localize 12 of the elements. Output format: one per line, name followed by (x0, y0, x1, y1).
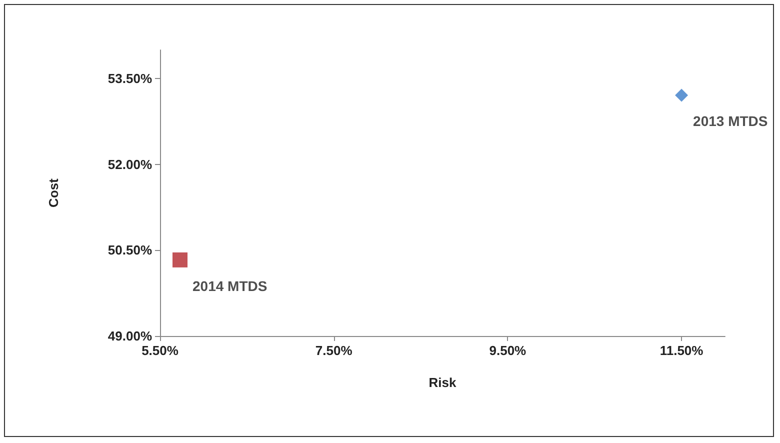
x-tick-label: 9.50% (489, 343, 527, 358)
x-tick-label: 5.50% (142, 343, 179, 358)
series-label: 2013 MTDS (693, 113, 768, 130)
series-label: 2014 MTDS (192, 278, 268, 294)
y-tick-label: 50.50% (108, 242, 152, 258)
x-axis-title: Risk (428, 375, 457, 390)
y-tick-label: 53.50% (108, 71, 152, 86)
x-tick-label: 7.50% (315, 343, 353, 358)
y-tick-label: 52.00% (108, 156, 152, 172)
y-tick-label: 49.00% (108, 328, 152, 344)
x-tick-label: 11.50% (660, 343, 704, 358)
y-axis-title: Cost (46, 178, 61, 208)
